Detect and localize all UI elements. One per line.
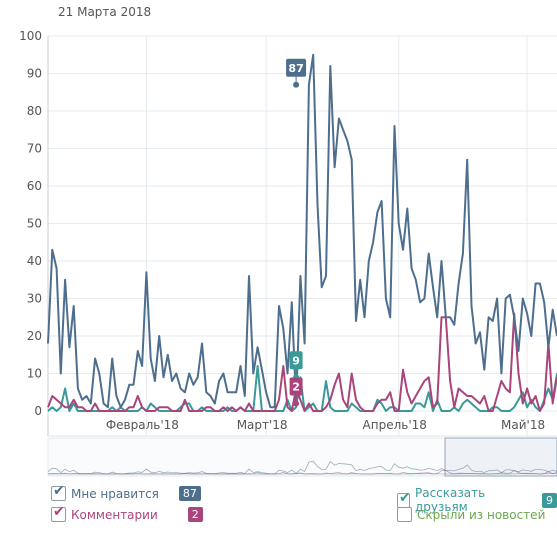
likes-badge: 87 bbox=[178, 486, 201, 501]
legend-hidden[interactable]: Скрыли из новостей bbox=[397, 507, 545, 522]
legend-comments[interactable]: ✔ Комментарии 2 bbox=[51, 504, 203, 522]
y-tick-label: 60 bbox=[27, 179, 42, 193]
comments-badge: 2 bbox=[187, 507, 203, 522]
check-icon: ✔ bbox=[53, 504, 65, 520]
y-tick-label: 0 bbox=[34, 404, 42, 418]
likes-overview-line bbox=[47, 460, 557, 475]
y-tick-label: 70 bbox=[27, 142, 42, 156]
shares-label: Рассказать друзьям bbox=[414, 486, 486, 514]
likes-series-line bbox=[47, 53, 557, 409]
x-tick-label: Апрель'18 bbox=[363, 418, 427, 432]
overview-selection bbox=[444, 437, 557, 477]
shares-highlight-value: 9 bbox=[292, 354, 300, 367]
x-tick-label: Март'18 bbox=[237, 418, 288, 432]
y-tick-label: 20 bbox=[27, 329, 42, 343]
comments-highlight-badge bbox=[289, 377, 303, 396]
y-tick-label: 30 bbox=[27, 292, 42, 306]
likes-highlight-point bbox=[293, 81, 300, 88]
comments-highlight-value: 2 bbox=[292, 381, 300, 394]
comments-label: Комментарии bbox=[71, 507, 158, 522]
legend-likes[interactable]: ✔ Мне нравится 87 bbox=[51, 483, 201, 501]
y-tick-label: 50 bbox=[27, 217, 42, 231]
y-tick-label: 10 bbox=[27, 367, 42, 381]
shares-highlight-badge bbox=[289, 351, 303, 370]
likes-label: Мне нравится bbox=[71, 486, 159, 501]
y-tick-label: 80 bbox=[27, 104, 42, 118]
comments-overview-line bbox=[47, 470, 557, 475]
check-icon: ✔ bbox=[399, 489, 411, 506]
likes-highlight-value: 87 bbox=[288, 62, 303, 75]
comments-series-line bbox=[47, 312, 557, 412]
likes-highlight-badge bbox=[286, 58, 307, 77]
shares-checkbox[interactable]: ✔ bbox=[397, 489, 411, 508]
y-tick-label: 100 bbox=[19, 29, 42, 43]
x-tick-label: Май'18 bbox=[501, 418, 545, 432]
chart-date: 21 Марта 2018 bbox=[58, 5, 152, 19]
shares-badge: 9 bbox=[542, 492, 557, 508]
x-tick-label: Февраль'18 bbox=[106, 418, 179, 432]
check-icon: ✔ bbox=[53, 483, 65, 499]
comments-checkbox[interactable]: ✔ bbox=[51, 504, 66, 522]
hidden-checkbox[interactable] bbox=[397, 507, 412, 522]
likes-checkbox[interactable]: ✔ bbox=[51, 483, 66, 501]
shares-series-line bbox=[47, 365, 557, 412]
comments-highlight-point bbox=[293, 400, 300, 407]
y-tick-label: 40 bbox=[27, 254, 42, 268]
hidden-label: Скрыли из новостей bbox=[417, 507, 546, 522]
y-tick-label: 90 bbox=[27, 67, 42, 81]
